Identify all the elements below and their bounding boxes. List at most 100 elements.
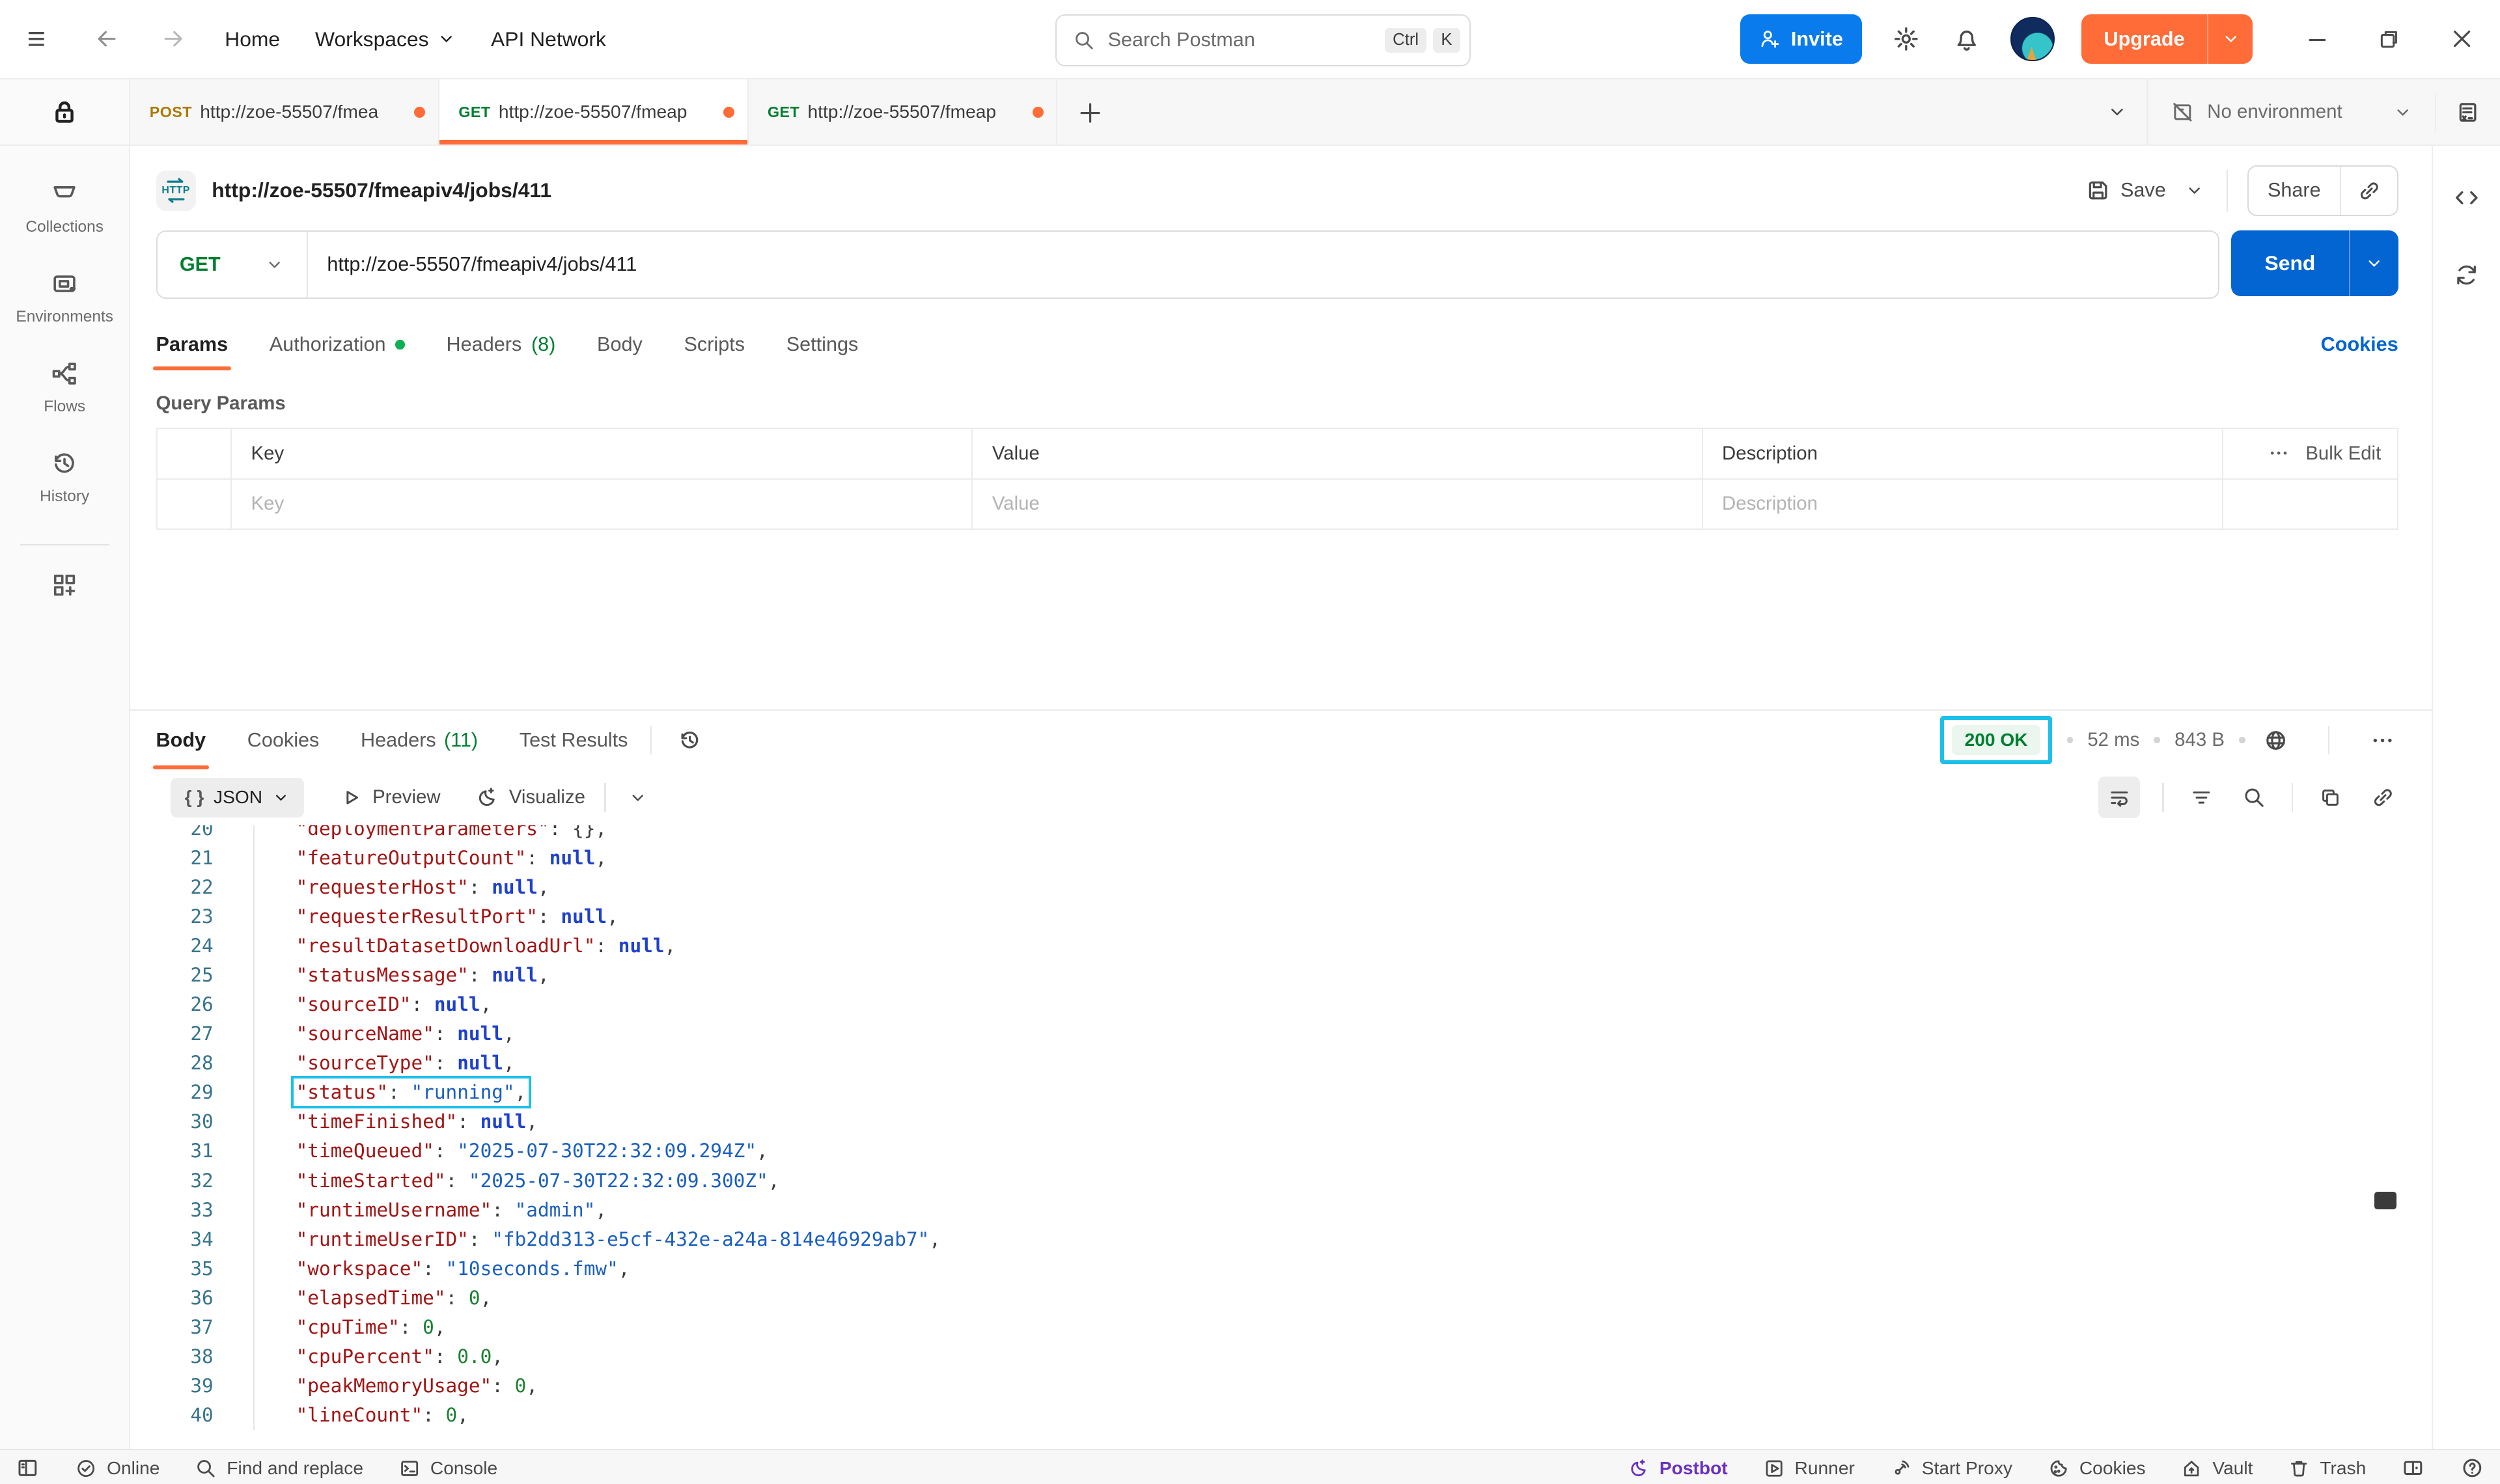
sidebar-item-history[interactable]: History (40, 449, 89, 506)
scrollbar-thumb[interactable] (2374, 1192, 2397, 1210)
response-size[interactable]: 843 B (2174, 729, 2225, 751)
format-selector[interactable]: { } JSON (170, 777, 304, 818)
tab-settings[interactable]: Settings (786, 333, 859, 356)
upgrade-chevron-icon[interactable] (2206, 14, 2253, 64)
sidebar-item-collections[interactable]: Collections (25, 180, 104, 236)
notifications-bell-icon[interactable] (1950, 22, 1983, 55)
status-badge[interactable]: 200 OK (1952, 724, 2041, 756)
network-globe-icon[interactable] (2260, 724, 2292, 756)
filter-button[interactable] (2186, 782, 2217, 813)
console-button[interactable]: Console (398, 1457, 497, 1479)
chevron-down-icon (437, 29, 456, 48)
code-text: "timeStarted": "2025-07-30T22:32:09.300Z… (253, 1166, 779, 1196)
method-selector[interactable]: GET (158, 232, 308, 297)
postbot-button[interactable]: Postbot (1628, 1457, 1728, 1479)
tab-body[interactable]: Body (597, 333, 643, 356)
url-input[interactable]: http://zoe-55507/fmeapiv4/jobs/411 (327, 253, 637, 275)
nav-workspaces[interactable]: Workspaces (315, 27, 456, 51)
code-snippet-icon[interactable] (2450, 181, 2483, 214)
search-input[interactable]: Search Postman Ctrl K (1055, 14, 1471, 66)
vault-button[interactable]: Vault (2180, 1457, 2253, 1479)
refresh-icon[interactable] (2451, 259, 2482, 291)
add-tab-button[interactable] (1057, 79, 1121, 144)
save-icon (2085, 178, 2111, 203)
visualize-button[interactable]: Visualize (475, 786, 585, 810)
response-options-icon[interactable] (2367, 724, 2398, 756)
environment-quick-look-icon[interactable] (2452, 96, 2484, 128)
sidebar-item-environments[interactable]: Environments (16, 269, 113, 326)
open-request-tab[interactable]: POST http://zoe-55507/fmea (130, 79, 439, 145)
line-number: 28 (190, 1052, 214, 1075)
nav-api-network[interactable]: API Network (491, 27, 606, 51)
send-options-chevron-icon[interactable] (2349, 230, 2398, 296)
help-button[interactable] (2460, 1456, 2484, 1480)
window-maximize-button[interactable] (2374, 24, 2405, 55)
avatar[interactable] (2010, 17, 2055, 61)
gear-icon[interactable] (1889, 22, 1923, 55)
response-section: Body Cookies Headers (11) Test Results 20… (130, 709, 2432, 1449)
search-response-button[interactable] (2239, 782, 2270, 813)
query-params-empty-row: Key Value Description (158, 479, 2397, 529)
format-options-chevron-icon[interactable] (625, 785, 650, 810)
code-line: 28 "sourceType": null, (130, 1049, 2432, 1079)
sidebar-lock-icon[interactable] (0, 79, 130, 146)
runner-button[interactable]: Runner (1763, 1457, 1855, 1479)
hamburger-menu-icon[interactable] (22, 22, 55, 55)
save-button[interactable]: Save (2085, 178, 2166, 203)
preview-button[interactable]: Preview (339, 786, 441, 810)
link-response-button[interactable] (2368, 782, 2398, 813)
online-status[interactable]: Online (75, 1457, 160, 1479)
environment-selector[interactable]: No environment (2164, 100, 2419, 124)
key-column-header: Key (232, 428, 973, 478)
response-history-icon[interactable] (674, 724, 706, 756)
bulk-edit-button[interactable]: Bulk Edit (2305, 442, 2382, 464)
play-icon (339, 786, 363, 810)
nav-home[interactable]: Home (225, 27, 281, 51)
tab-params[interactable]: Params (152, 319, 232, 370)
share-button[interactable]: Share (2267, 179, 2321, 202)
wand-icon (475, 786, 499, 810)
window-close-button[interactable] (2446, 23, 2478, 55)
cookies-button[interactable]: Cookies (2048, 1457, 2146, 1479)
response-tab-body[interactable]: Body (152, 711, 210, 770)
forward-icon[interactable] (158, 23, 189, 55)
collections-icon (50, 180, 79, 208)
find-and-replace-button[interactable]: Find and replace (195, 1457, 363, 1479)
window-minimize-button[interactable] (2302, 24, 2333, 55)
value-input[interactable]: Value (973, 479, 1703, 529)
trash-button[interactable]: Trash (2288, 1457, 2366, 1479)
start-proxy-button[interactable]: Start Proxy (1890, 1457, 2012, 1479)
back-icon[interactable] (91, 23, 123, 55)
open-request-tab[interactable]: GET http://zoe-55507/fmeap (748, 79, 1058, 145)
response-tab-test-results[interactable]: Test Results (519, 728, 628, 751)
open-request-tab[interactable]: GET http://zoe-55507/fmeap (439, 79, 749, 145)
response-time[interactable]: 52 ms (2087, 729, 2140, 751)
wrap-text-button[interactable] (2098, 776, 2141, 819)
sidebar-item-flows[interactable]: Flows (44, 359, 85, 416)
tab-list-chevron-icon[interactable] (2104, 98, 2131, 126)
code-text: "timeQueued": "2025-07-30T22:32:09.294Z"… (253, 1136, 768, 1166)
sidebar-configure-icon[interactable] (50, 571, 79, 599)
http-request-icon: HTTP (156, 171, 196, 211)
upgrade-button[interactable]: Upgrade (2081, 14, 2253, 64)
save-options-chevron-icon[interactable] (2182, 178, 2207, 203)
invite-button[interactable]: Invite (1740, 14, 1863, 64)
response-tab-headers[interactable]: Headers (11) (361, 728, 479, 751)
toggle-sidebar-button[interactable] (16, 1456, 40, 1480)
tab-authorization[interactable]: Authorization (270, 319, 405, 370)
split-view-button[interactable] (2401, 1456, 2425, 1480)
send-button[interactable]: Send (2230, 230, 2398, 296)
tab-headers[interactable]: Headers (8) (446, 333, 556, 356)
key-input[interactable]: Key (232, 479, 973, 529)
description-input[interactable]: Description (1703, 479, 2223, 529)
code-line: 36 "elapsedTime": 0, (130, 1283, 2432, 1313)
response-tab-cookies[interactable]: Cookies (247, 728, 320, 751)
copy-link-button[interactable] (2340, 167, 2397, 215)
code-line: 29 "status": "running", (130, 1075, 2432, 1110)
vault-icon (2180, 1457, 2202, 1479)
column-options-icon[interactable] (2268, 442, 2290, 464)
tab-scripts[interactable]: Scripts (684, 333, 745, 356)
copy-response-button[interactable] (2315, 782, 2346, 813)
cookies-link[interactable]: Cookies (2320, 333, 2398, 356)
response-body-editor[interactable]: 20 "deploymentParameters": {}, 21 "featureO… (130, 825, 2432, 1449)
